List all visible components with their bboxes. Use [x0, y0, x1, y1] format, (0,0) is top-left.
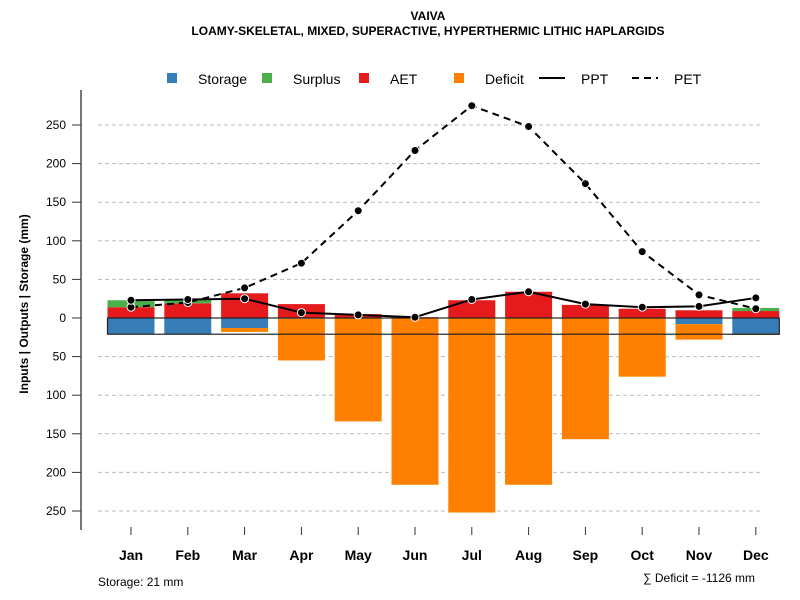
bar-aet [675, 310, 723, 318]
point-ppt [467, 294, 477, 304]
y-tick-label: 50 [53, 350, 67, 364]
lines [126, 101, 761, 322]
bar-deficit [334, 318, 382, 422]
x-tick-label: Apr [289, 547, 314, 563]
point-ppt [240, 294, 250, 304]
point-pet [296, 258, 306, 268]
legend-swatch-storage [167, 73, 177, 83]
point-ppt [353, 310, 363, 320]
legend-label-ppt: PPT [581, 71, 609, 87]
storage-capacity-outline [106, 317, 780, 335]
x-tick-label: Jan [119, 547, 143, 563]
legend: Storage Surplus AET Deficit PPT PET [167, 71, 702, 87]
bar-storage [732, 318, 780, 335]
bar-aet [164, 303, 212, 318]
y-tick-label: 100 [46, 388, 66, 402]
x-axis: Jan Feb Mar Apr May Jun Jul Aug Sep Oct Nov Dec [119, 527, 769, 563]
y-tick-label: 250 [46, 504, 66, 518]
bar-aet [561, 304, 609, 318]
bar-aet [732, 311, 780, 318]
bar-deficit [618, 318, 666, 377]
y-tick-label: 200 [46, 157, 66, 171]
x-tick-label: Feb [175, 547, 200, 563]
y-axis-label: Inputs | Outputs | Storage (mm) [17, 214, 31, 393]
y-tick-label: 150 [46, 427, 66, 441]
point-ppt [580, 299, 590, 309]
deficit-sum-annotation: ∑ Deficit = -1126 mm [643, 571, 755, 585]
legend-label-aet: AET [390, 71, 418, 87]
bar-aet [448, 300, 496, 318]
y-tick-label: 0 [59, 311, 66, 325]
bar-deficit [675, 324, 723, 340]
legend-swatch-aet [359, 73, 369, 83]
legend-label-surplus: Surplus [293, 71, 340, 87]
y-tick-label: 50 [53, 272, 67, 286]
point-ppt [694, 301, 704, 311]
point-ppt [524, 287, 534, 297]
chart-subtitle: LOAMY-SKELETAL, MIXED, SUPERACTIVE, HYPE… [191, 24, 664, 38]
point-pet [524, 122, 534, 132]
x-tick-label: Nov [686, 547, 713, 563]
point-pet [637, 247, 647, 257]
y-axis: 250 200 150 100 50 0 50 100 150 200 250 [46, 90, 82, 530]
bar-aet [107, 307, 155, 318]
bar-deficit [391, 318, 439, 485]
point-ppt [410, 312, 420, 322]
bar-deficit [277, 318, 325, 361]
line-pet [130, 104, 757, 310]
y-tick-label: 200 [46, 465, 66, 479]
bar-deficit [448, 318, 496, 513]
x-tick-label: Mar [232, 547, 257, 563]
point-ppt [126, 295, 136, 305]
y-tick-label: 250 [46, 118, 66, 132]
legend-label-deficit: Deficit [485, 71, 524, 87]
chart-title: VAIVA [411, 9, 446, 23]
point-pet [467, 101, 477, 111]
x-tick-label: Oct [631, 547, 655, 563]
storage-annotation: Storage: 21 mm [98, 575, 183, 589]
point-pet [580, 179, 590, 189]
point-ppt [183, 294, 193, 304]
legend-swatch-deficit [454, 73, 464, 83]
y-tick-label: 100 [46, 234, 66, 248]
point-pet [353, 206, 363, 216]
storage-capacity-box [106, 317, 780, 335]
bars [107, 291, 780, 513]
x-tick-label: Aug [515, 547, 542, 563]
y-tick-label: 150 [46, 195, 66, 209]
bar-aet [618, 308, 666, 318]
bar-storage [675, 318, 723, 325]
bar-deficit [561, 318, 609, 440]
point-pet [240, 283, 250, 293]
legend-label-pet: PET [674, 71, 702, 87]
bar-storage [107, 318, 155, 335]
legend-label-storage: Storage [198, 71, 247, 87]
bar-storage [164, 318, 212, 335]
x-tick-label: Dec [743, 547, 769, 563]
line-ppt [130, 290, 756, 319]
point-ppt [637, 302, 647, 312]
bar-deficit [221, 328, 269, 332]
legend-swatch-surplus [262, 73, 272, 83]
x-tick-label: Jun [403, 547, 428, 563]
bar-deficit [505, 318, 553, 485]
point-pet [694, 290, 704, 300]
point-ppt [751, 293, 761, 303]
x-tick-label: Sep [573, 547, 599, 563]
point-pet [410, 145, 420, 155]
bar-storage [221, 318, 269, 329]
point-pet [751, 304, 761, 314]
x-tick-label: May [345, 547, 372, 563]
point-ppt [296, 308, 306, 318]
x-tick-label: Jul [462, 547, 482, 563]
